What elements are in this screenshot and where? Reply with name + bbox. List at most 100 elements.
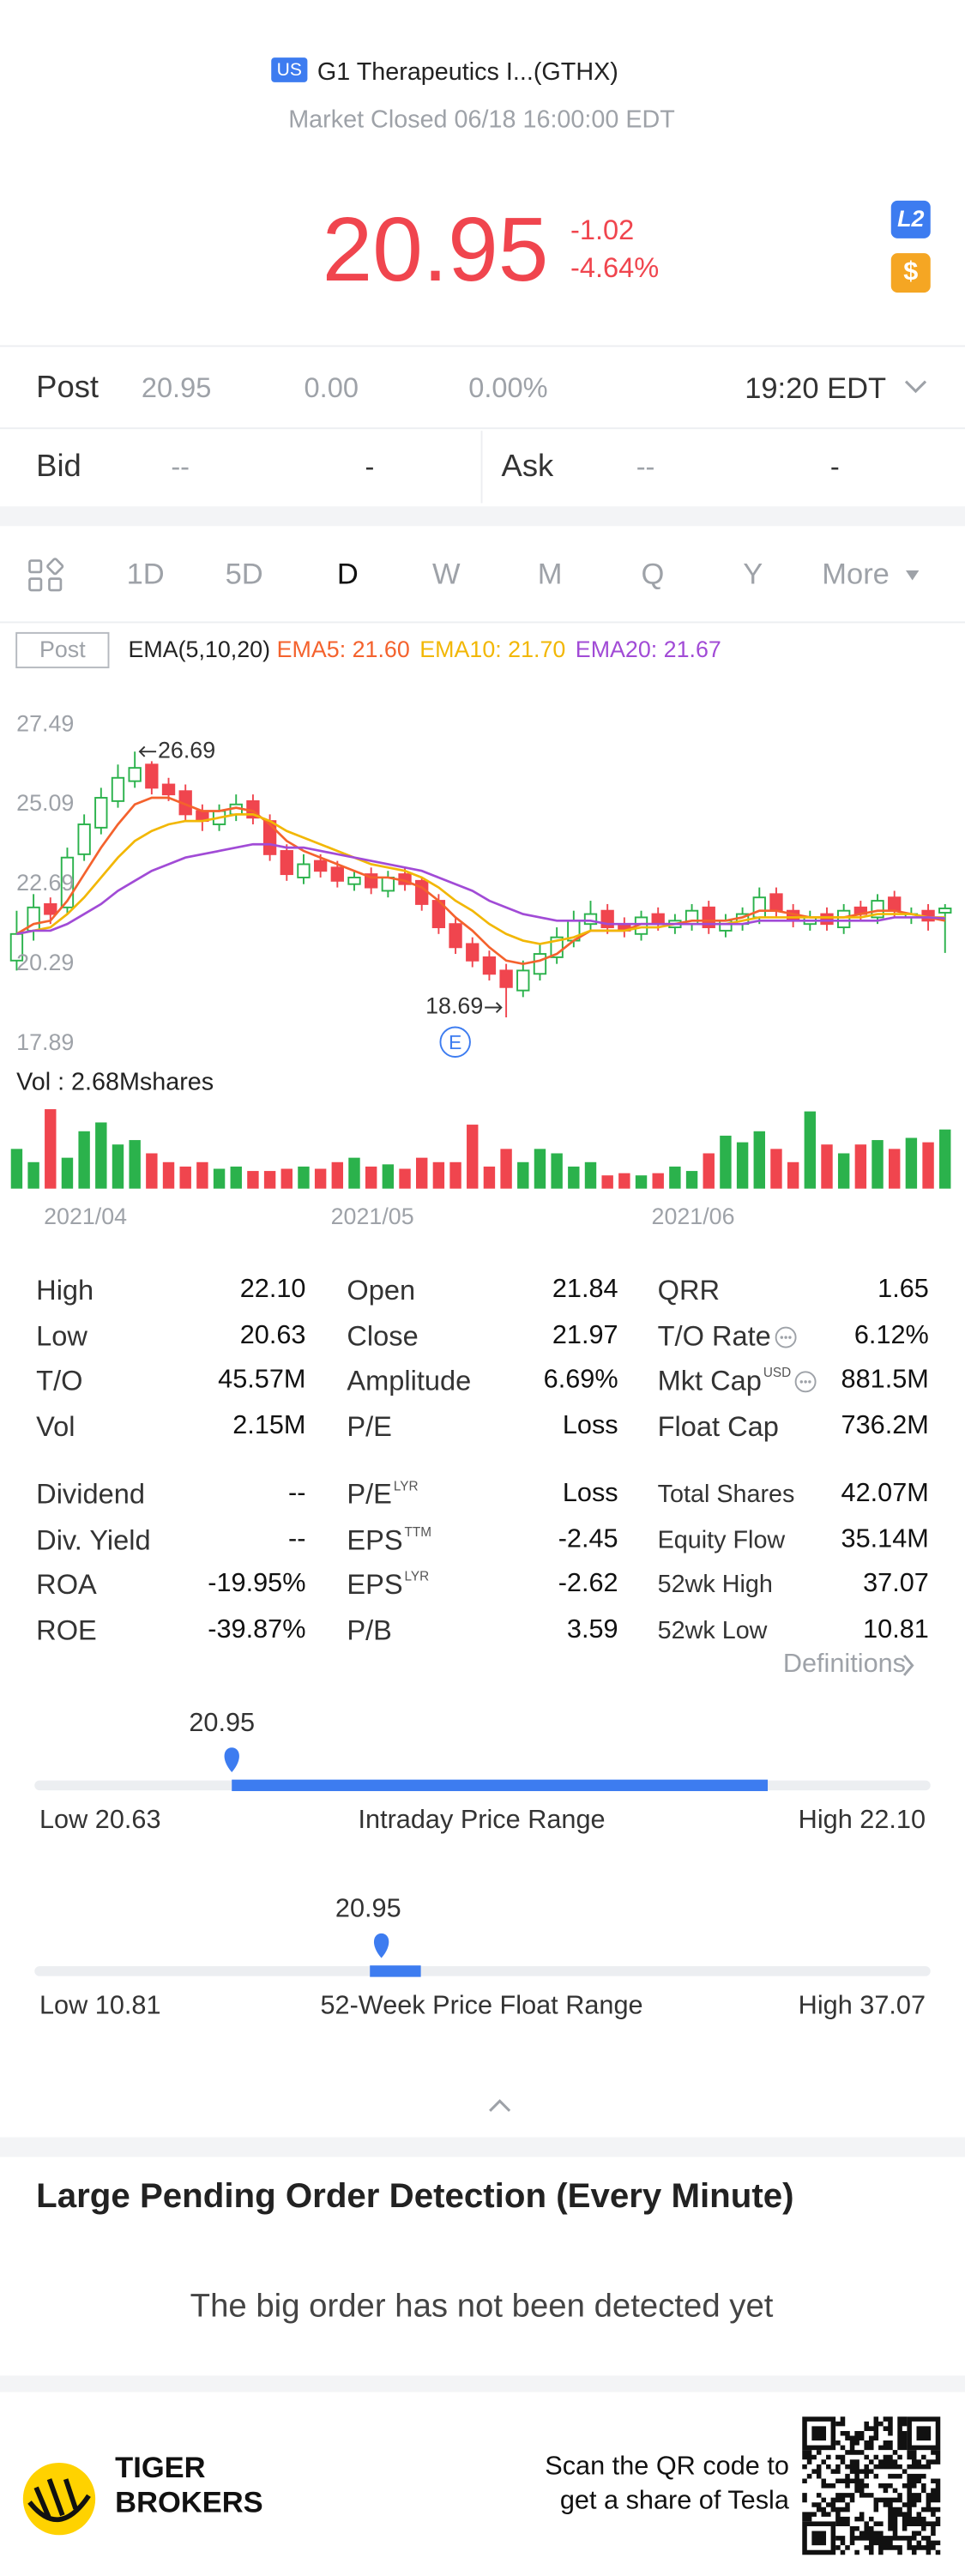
range-high: High 22.10 xyxy=(798,1807,926,1835)
layout-icon[interactable] xyxy=(28,558,64,592)
info-icon[interactable] xyxy=(775,1325,798,1348)
volume-bar xyxy=(314,1168,327,1189)
stat-label: Low xyxy=(36,1322,87,1350)
earnings-marker xyxy=(439,1026,471,1058)
min-annotation: 18.69 xyxy=(425,993,483,1019)
definitions-chevron[interactable] xyxy=(902,1655,914,1676)
stat-label-text: Total Shares xyxy=(657,1480,795,1509)
candle-body xyxy=(128,767,142,782)
post-change-pct: 0.00% xyxy=(468,372,548,404)
volume-bar xyxy=(483,1166,496,1189)
level2-badge-bg[interactable] xyxy=(890,200,931,238)
definitions-link[interactable]: Definitions xyxy=(782,1650,907,1679)
candle-body xyxy=(752,896,766,919)
range-current: 20.95 xyxy=(189,1710,256,1738)
stat-value: 1.65 xyxy=(878,1276,929,1304)
stat-label-sup: LYR xyxy=(404,1569,430,1584)
x-tick-label: 2021/04 xyxy=(44,1204,127,1229)
stat-value: -2.45 xyxy=(558,1524,618,1553)
volume-bar xyxy=(787,1161,799,1189)
annotation-arrow xyxy=(485,1002,503,1013)
candle-body xyxy=(262,820,277,855)
stat-label-text: T/O xyxy=(36,1365,83,1397)
volume-bar xyxy=(263,1171,276,1189)
level2-badge[interactable]: L2 xyxy=(897,206,924,232)
volume-bar xyxy=(804,1111,817,1189)
volume-bar xyxy=(449,1161,461,1189)
stat-label: Div. Yield xyxy=(36,1526,150,1554)
volume-bar xyxy=(382,1164,395,1189)
volume-bar xyxy=(669,1166,681,1189)
volume-bar xyxy=(348,1157,360,1189)
volume-bar xyxy=(280,1168,293,1189)
stat-label: QRR xyxy=(658,1276,720,1305)
trade-badge[interactable]: $ xyxy=(903,256,918,286)
stat-value: 42.07M xyxy=(841,1479,929,1508)
stat-label-sup: TTM xyxy=(404,1523,432,1539)
volume-bar xyxy=(416,1157,428,1189)
qr-finder xyxy=(916,2426,932,2441)
volume-bar xyxy=(45,1109,57,1189)
candle-body xyxy=(161,783,176,796)
volume-bar xyxy=(872,1140,884,1189)
stat-label-text: Mkt Cap xyxy=(657,1365,762,1397)
section-gap xyxy=(0,2375,965,2392)
stat-label: EPS TTM xyxy=(347,1523,432,1554)
ask-label: Ask xyxy=(501,449,554,485)
market-badge: US xyxy=(277,60,302,80)
volume-bar xyxy=(703,1153,715,1189)
period-tab[interactable]: W xyxy=(432,557,461,591)
range-pin xyxy=(373,1933,389,1958)
period-tab[interactable]: 1D xyxy=(126,557,165,591)
candle-body xyxy=(482,956,497,975)
brand-logo xyxy=(22,2462,96,2536)
volume-bar xyxy=(753,1131,765,1189)
stat-label-text: P/B xyxy=(347,1614,392,1646)
volume-bar xyxy=(720,1135,732,1189)
volume-bar xyxy=(247,1171,259,1189)
stat-label: T/O xyxy=(36,1367,82,1396)
period-tab[interactable]: D xyxy=(336,557,359,591)
stat-label: Mkt Cap USD xyxy=(657,1365,817,1397)
candle-body xyxy=(77,823,91,855)
candle-body xyxy=(888,896,902,912)
divider xyxy=(0,427,965,430)
stat-label: Vol xyxy=(36,1412,75,1440)
stat-label: Total Shares xyxy=(658,1482,795,1507)
post-time[interactable]: 19:20 EDT xyxy=(745,371,887,405)
trade-badge-bg[interactable] xyxy=(890,253,931,293)
volume-bar xyxy=(467,1125,479,1189)
period-tab[interactable]: 5D xyxy=(225,557,263,591)
chevron-down[interactable] xyxy=(904,380,927,394)
volume-bar xyxy=(854,1144,867,1189)
info-icon[interactable] xyxy=(794,1370,817,1393)
stat-label-sup: USD xyxy=(763,1365,792,1380)
period-tab[interactable]: M xyxy=(537,557,563,591)
candle-body xyxy=(449,923,462,949)
stat-label-text: 52wk Low xyxy=(657,1615,768,1644)
volume-bar xyxy=(196,1161,208,1189)
candle-body xyxy=(938,908,952,914)
stat-label: Dividend xyxy=(36,1481,145,1509)
stat-value: -19.95% xyxy=(208,1570,306,1598)
stat-label-text: ROA xyxy=(36,1569,97,1601)
ask-size: - xyxy=(829,451,840,483)
period-tab[interactable]: Y xyxy=(743,557,763,591)
more-caret[interactable] xyxy=(906,570,920,581)
stat-value: -39.87% xyxy=(208,1614,306,1644)
y-tick-label: 17.89 xyxy=(16,1029,74,1055)
volume-bar xyxy=(129,1140,141,1189)
ema-line xyxy=(16,813,945,945)
stat-label-text: P/E xyxy=(347,1410,392,1442)
stat-value: 3.59 xyxy=(566,1614,618,1644)
period-tab[interactable]: More xyxy=(822,557,890,591)
volume-bar xyxy=(618,1173,630,1189)
stat-label-text: Div. Yield xyxy=(36,1523,151,1556)
volume-bar xyxy=(652,1173,664,1189)
price-change-pct: -4.64% xyxy=(570,252,660,284)
collapse-chevron[interactable] xyxy=(489,2099,511,2112)
stat-label-text: QRR xyxy=(657,1275,721,1306)
period-tab[interactable]: Q xyxy=(641,557,665,591)
stat-value: 45.57M xyxy=(218,1366,306,1395)
